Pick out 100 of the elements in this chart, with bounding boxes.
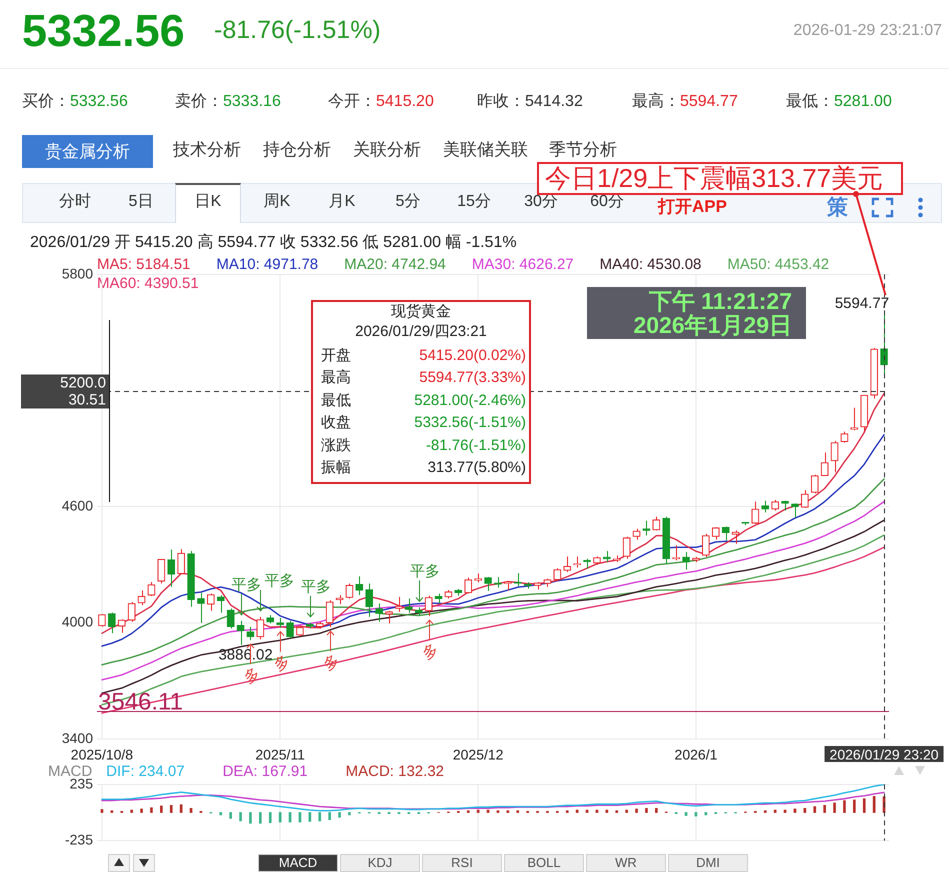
text: MA50: 4453.42 — [727, 255, 830, 274]
bar — [516, 810, 520, 813]
candlestick — [850, 407, 858, 431]
bar — [823, 804, 826, 813]
candlestick — [346, 583, 354, 599]
text: 美联储关联 — [443, 140, 528, 160]
candlestick — [484, 576, 492, 592]
bar — [100, 809, 104, 813]
y-tick-label: 3400 — [62, 730, 94, 746]
candlestick — [138, 590, 146, 606]
candlestick — [682, 552, 690, 570]
candlestick — [197, 592, 205, 624]
annotation: 2026/01/29/四23:21 — [354, 323, 488, 341]
bar — [625, 810, 628, 813]
annotation: 多 — [320, 652, 342, 674]
annotation: 最低 — [321, 392, 351, 410]
ref-line-label: 5200.0 30.51 — [60, 374, 106, 409]
candlestick — [356, 576, 364, 596]
bar — [338, 812, 341, 818]
text: 今开： — [328, 93, 376, 110]
text: MA20: 4742.94 — [344, 255, 446, 274]
bar — [813, 806, 816, 813]
candlestick — [405, 598, 413, 614]
bar — [150, 807, 153, 813]
x-tick-label: 2025/10/8 — [70, 746, 134, 762]
annotation: 现货黄金 — [390, 303, 452, 321]
bar — [486, 810, 490, 813]
annotation: 5594.77 — [834, 294, 890, 312]
candlestick — [820, 452, 828, 476]
candlestick — [128, 601, 136, 622]
chart-title: 2026/01/29 开 5415.20 高 5594.77 收 5332.56 低 5281.00 幅 -1.51% — [30, 233, 517, 252]
annotation: 313.77(5.80%) — [428, 459, 526, 477]
bar — [586, 810, 588, 813]
bar — [110, 810, 114, 813]
text: MA5: 5184.51 — [97, 255, 190, 274]
text: 技术分析 — [173, 140, 241, 160]
annotation: -81.76(-1.51%) — [426, 436, 526, 455]
candlestick — [771, 499, 779, 512]
bar — [566, 810, 569, 813]
bar — [288, 812, 292, 822]
bar — [496, 810, 500, 813]
text: 日K — [194, 192, 222, 212]
bar — [645, 808, 648, 813]
candlestick — [395, 596, 403, 612]
candlestick — [632, 528, 640, 540]
bar — [506, 810, 510, 813]
annotation: 下午 11:21:27 — [648, 288, 792, 314]
text: 季节分析 — [549, 140, 617, 160]
bar — [259, 812, 262, 824]
annotation: 收盘 — [321, 414, 351, 432]
bar — [655, 808, 658, 813]
bar — [308, 812, 312, 822]
text: 5415.20 — [376, 93, 434, 110]
y-tick-label: 5800 — [62, 265, 94, 282]
candlestick — [216, 594, 225, 614]
candlestick — [424, 595, 432, 617]
bar — [576, 810, 578, 813]
callout-box: 今日1/29上下震幅313.77美元 — [537, 162, 904, 195]
bar — [160, 806, 163, 813]
bar — [862, 798, 866, 813]
text: -81.76(-1.51%) — [214, 15, 381, 45]
bar — [804, 808, 806, 813]
candlestick — [108, 612, 116, 634]
candlestick — [752, 501, 760, 524]
annotation: 5281.00(-2.46%) — [414, 392, 526, 410]
text: 5333.16 — [223, 93, 281, 110]
bar — [476, 810, 480, 813]
bar — [328, 812, 331, 820]
annotation: 2026年1月29日 — [633, 312, 792, 338]
text: 打开APP — [658, 197, 727, 217]
tab-button: WR — [586, 854, 666, 872]
annotation: 平多 — [410, 563, 440, 580]
text: MA30: 4626.27 — [472, 255, 574, 274]
annotation: 最高 — [321, 369, 351, 388]
text: 策 — [827, 196, 848, 219]
candlestick — [158, 558, 166, 584]
annotation: 振幅 — [321, 459, 351, 477]
bar — [635, 808, 638, 813]
tab-button: 贵金属分析 — [22, 135, 153, 168]
tab-button: RSI — [422, 854, 502, 872]
bar — [704, 812, 708, 816]
candlestick — [375, 602, 383, 622]
text: 关联分析 — [353, 140, 421, 160]
x-tick-label: 2025/12 — [452, 746, 504, 762]
text: 2026-01-29 23:21:07 — [793, 21, 942, 41]
bar — [298, 812, 302, 822]
text: 5分 — [396, 192, 420, 212]
annotation: 多 — [420, 640, 442, 663]
y-tick-label: 4000 — [62, 614, 94, 630]
x-tick-label: 2026/1 — [674, 746, 718, 762]
bar — [170, 804, 173, 813]
y-tick-label: -235 — [64, 831, 94, 848]
bar — [268, 812, 272, 823]
candlestick — [801, 490, 809, 508]
bar — [872, 796, 876, 813]
tab-button: BOLL — [504, 854, 584, 872]
bar — [784, 810, 786, 813]
text: MACD: 132.32 — [346, 762, 444, 781]
bar — [794, 808, 796, 813]
text: 5332.56 — [22, 5, 185, 57]
